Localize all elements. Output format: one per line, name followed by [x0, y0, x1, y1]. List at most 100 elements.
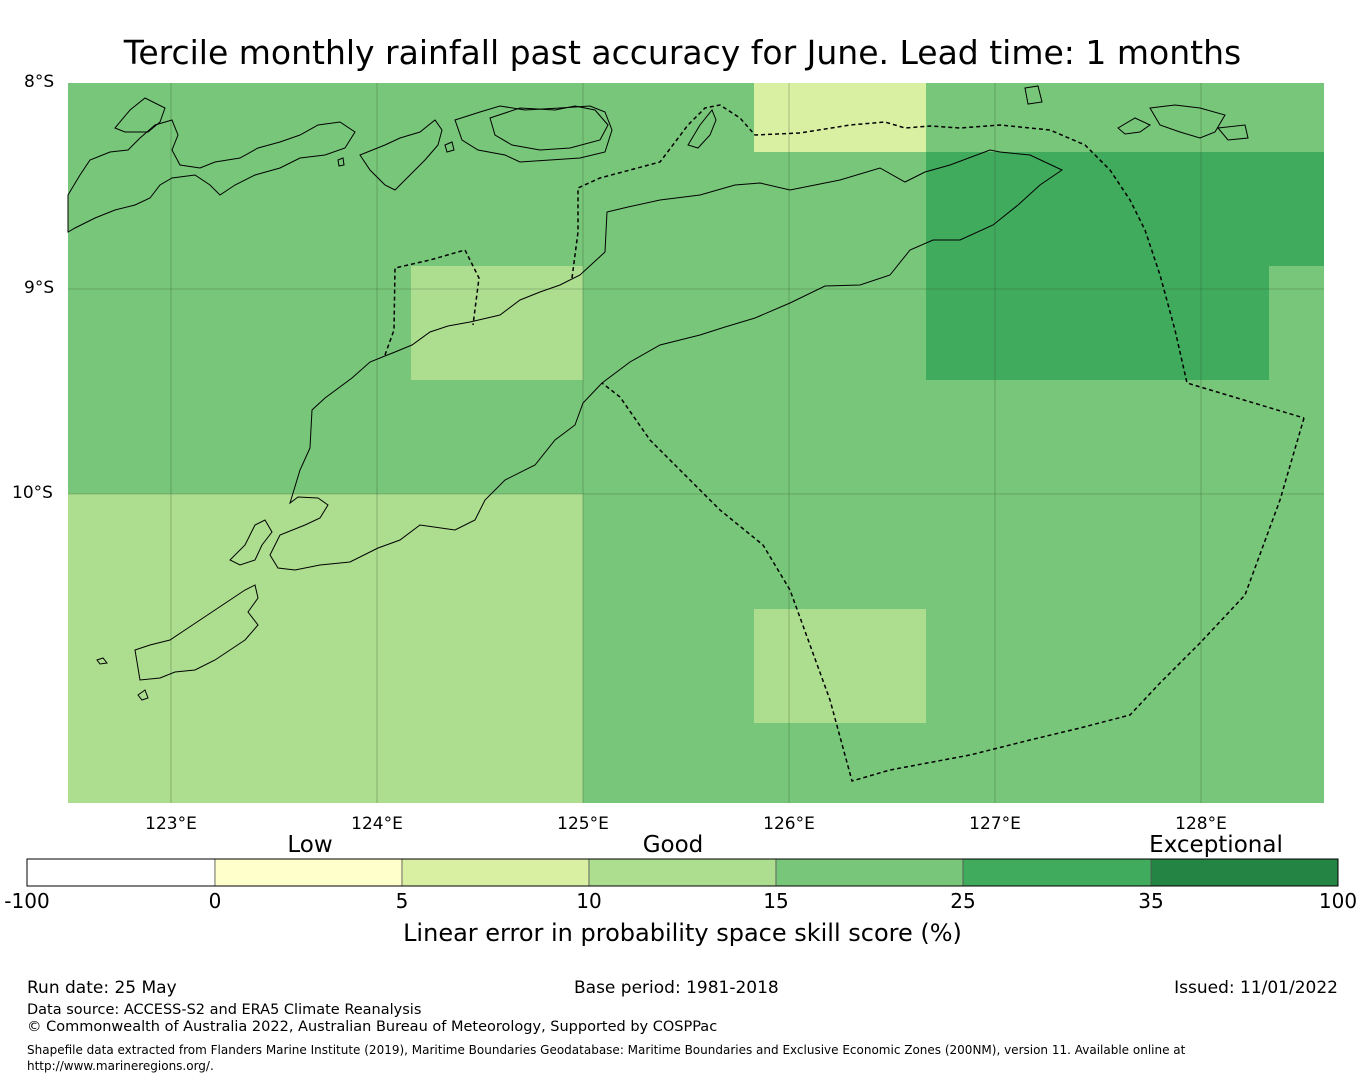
colorbar-tick-label: 5	[395, 889, 409, 913]
colorbar-bin	[1150, 858, 1339, 887]
skill-cell	[1269, 380, 1324, 494]
coastline-romang	[1024, 85, 1043, 105]
skill-cell	[583, 83, 754, 152]
skill-cell	[1269, 494, 1324, 609]
boundary-timor-leste-north	[571, 104, 1305, 419]
skill-cell	[754, 152, 926, 266]
skill-cell	[754, 723, 926, 803]
lat-label-9s: 9°S	[24, 278, 55, 298]
skill-cell	[583, 494, 754, 609]
coastline-flores-east	[114, 97, 166, 133]
skill-cell	[926, 609, 1097, 723]
skill-cell	[583, 152, 754, 266]
skill-cell	[926, 83, 1097, 152]
skill-cell	[68, 723, 240, 803]
skill-cell	[411, 609, 583, 723]
skill-cell	[1269, 266, 1324, 380]
colorbar-bin	[401, 858, 590, 887]
skill-cell	[1269, 723, 1324, 803]
skill-cell	[1269, 609, 1324, 723]
maritime-boundaries	[384, 104, 1305, 782]
colorbar-tick-label: 35	[1138, 889, 1164, 913]
skill-cell	[583, 723, 754, 803]
colorbar-tick-label: 0	[208, 889, 222, 913]
skill-cell	[240, 152, 411, 266]
skill-cell	[583, 266, 754, 380]
skill-cell	[754, 380, 926, 494]
coastline-islet-2	[337, 157, 345, 167]
skill-cell	[583, 380, 754, 494]
skill-cell	[926, 494, 1097, 609]
lon-label-124e: 124°E	[351, 814, 403, 834]
skill-cell	[68, 494, 240, 609]
skill-cell	[411, 266, 583, 380]
category-label-low: Low	[287, 832, 333, 858]
coastline-timor	[269, 149, 1064, 571]
skill-cell	[926, 152, 1097, 266]
lat-label-8s: 8°S	[24, 72, 55, 92]
lat-label-10s: 10°S	[12, 483, 53, 503]
skill-cell	[411, 380, 583, 494]
boundary-oecusse	[384, 249, 480, 356]
coastline-sumba	[229, 519, 273, 566]
map-title: Tercile monthly rainfall past accuracy f…	[123, 33, 1242, 72]
coastline-alor	[359, 119, 443, 191]
colorbar	[26, 858, 1339, 887]
skill-cell	[240, 494, 411, 609]
lon-label-127e: 127°E	[969, 814, 1021, 834]
colorbar-tick-label: 100	[1318, 889, 1358, 913]
colorbar-bin	[214, 858, 403, 887]
skill-cell	[411, 152, 583, 266]
coastline-rote	[134, 584, 259, 681]
skill-cell	[68, 380, 240, 494]
coastline-atauro	[687, 109, 717, 149]
skill-cell	[1097, 152, 1269, 266]
data-source: Data source: ACCESS-S2 and ERA5 Climate …	[27, 1002, 422, 1018]
skill-cell	[583, 609, 754, 723]
skill-cell	[1097, 380, 1269, 494]
coastlines	[67, 85, 1249, 701]
skill-cell	[411, 494, 583, 609]
skill-cell	[411, 723, 583, 803]
skill-cell	[754, 609, 926, 723]
colorbar-bin	[775, 858, 964, 887]
run-date: Run date: 25 May	[27, 978, 177, 998]
skill-cell	[1269, 152, 1324, 266]
coastline-savu	[137, 689, 149, 701]
skill-cell	[68, 609, 240, 723]
skill-cell	[1097, 723, 1269, 803]
category-label-exceptional: Exceptional	[1149, 832, 1283, 858]
colorbar-bin	[26, 858, 216, 887]
skill-cell	[926, 266, 1097, 380]
lon-label-126e: 126°E	[763, 814, 815, 834]
category-label-good: Good	[642, 832, 704, 858]
colorbar-tick-label: 10	[576, 889, 602, 913]
skill-cell	[754, 266, 926, 380]
skill-cell	[240, 83, 411, 152]
skill-cell	[240, 380, 411, 494]
skill-cell	[926, 723, 1097, 803]
skill-cell	[68, 266, 240, 380]
colorbar-bin	[588, 858, 777, 887]
colorbar-frame	[26, 858, 1339, 887]
skill-grid	[68, 83, 1324, 803]
skill-cell	[754, 494, 926, 609]
base-period: Base period: 1981-2018	[574, 978, 779, 998]
skill-cell	[240, 266, 411, 380]
coastline-babar-east	[1217, 124, 1249, 141]
lon-label-128e: 128°E	[1175, 814, 1227, 834]
skill-cell	[411, 83, 583, 152]
coastline-alor-east	[454, 105, 613, 163]
skill-cell	[754, 83, 926, 152]
skill-cell	[1097, 494, 1269, 609]
coastline-islet-3	[444, 141, 455, 153]
copyright: © Commonwealth of Australia 2022, Austra…	[27, 1019, 718, 1035]
colorbar-tick-label: 15	[763, 889, 789, 913]
colorbar-title: Linear error in probability space skill …	[403, 919, 962, 947]
shapefile-credit: Shapefile data extracted from Flanders M…	[27, 1043, 1186, 1057]
graticule	[68, 83, 1324, 803]
skill-cell	[240, 609, 411, 723]
lon-label-125e: 125°E	[557, 814, 609, 834]
skill-cell	[68, 83, 240, 152]
